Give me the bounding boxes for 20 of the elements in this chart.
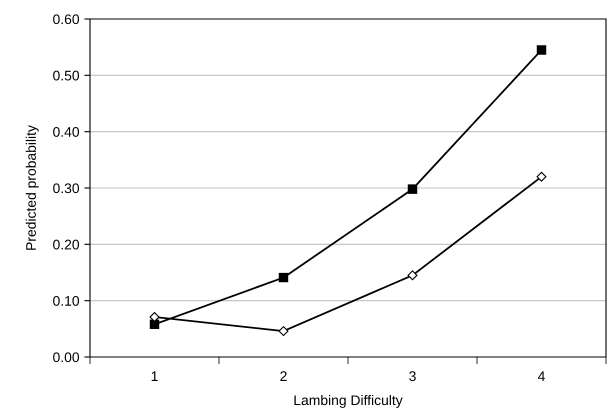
y-tick-label: 0.40	[53, 127, 80, 137]
x-axis-title: Lambing Difficulty	[294, 394, 403, 408]
point	[536, 45, 546, 55]
x-tick-label: 4	[538, 371, 545, 381]
y-tick-label: 0.60	[53, 14, 80, 24]
point	[408, 184, 418, 194]
y-tick-label: 0.50	[53, 70, 80, 81]
y-tick-label: 0.10	[53, 296, 80, 306]
point	[278, 326, 288, 336]
y-tick-label: 0.20	[53, 240, 80, 250]
x-tick-label: 2	[280, 371, 287, 381]
y-tick-label: 0.30	[53, 183, 80, 194]
y-axis-title: Predicted probability	[26, 125, 39, 250]
point	[150, 312, 160, 322]
y-tick-label: 0.00	[53, 352, 80, 362]
x-tick-label: 3	[409, 371, 416, 382]
x-tick-label: 1	[152, 371, 158, 381]
point	[408, 270, 418, 280]
point	[536, 172, 546, 182]
point	[278, 272, 288, 282]
